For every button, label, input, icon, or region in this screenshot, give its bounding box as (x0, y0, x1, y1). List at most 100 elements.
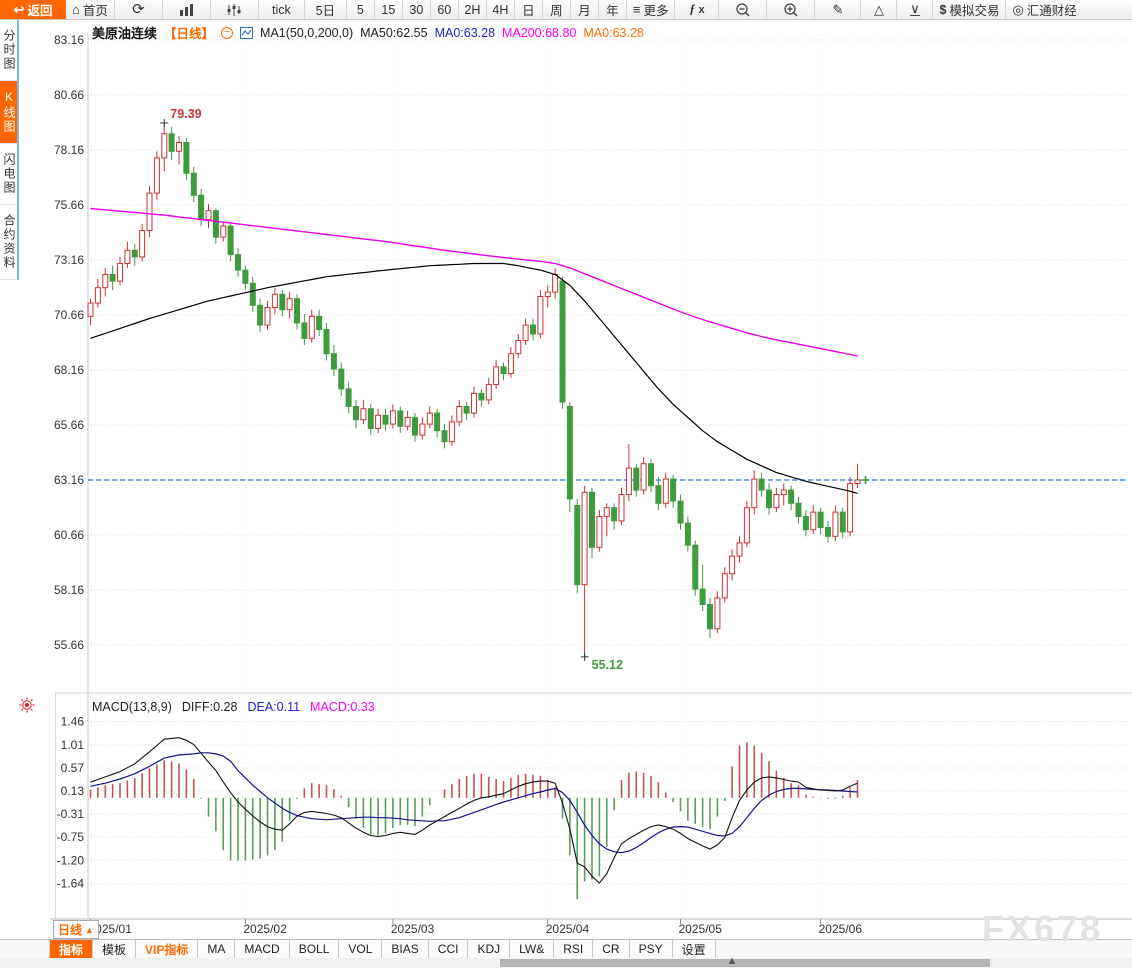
svg-text:-0.31: -0.31 (57, 807, 85, 821)
svg-text:2025/06: 2025/06 (819, 922, 863, 936)
interval-week-button[interactable]: 周 (543, 0, 571, 19)
interval-2h-button[interactable]: 2H (459, 0, 487, 19)
tab-kdj[interactable]: KDJ (468, 940, 511, 958)
back-button[interactable]: ↩ 返回 (0, 0, 66, 19)
indicator-settings-sun-icon[interactable] (19, 697, 35, 713)
indicator-fx-button[interactable]: ƒ x (675, 0, 720, 19)
svg-text:1.01: 1.01 (61, 738, 85, 752)
collapse-indicator-icon[interactable]: − (221, 26, 234, 39)
draw-button[interactable]: ✎ (815, 0, 862, 19)
zoom-out-button[interactable] (719, 0, 768, 19)
tab-vol[interactable]: VOL (339, 940, 383, 958)
sidebar-item-flash-chart[interactable]: 闪电图 (0, 144, 17, 205)
bar-chart-button[interactable] (163, 0, 211, 19)
zoom-in-icon (784, 2, 798, 16)
tab-macd[interactable]: MACD (235, 940, 290, 958)
tab-cci[interactable]: CCI (428, 940, 469, 958)
sim-trade-button[interactable]: $ 模拟交易 (933, 0, 1007, 19)
interval-4h-button[interactable]: 4H (487, 0, 515, 19)
svg-text:2025/04: 2025/04 (546, 922, 590, 936)
interval-5day-button[interactable]: 5日 (305, 0, 347, 19)
svg-text:83.16: 83.16 (54, 33, 84, 47)
triangle-up-small-icon: ▲ (85, 924, 94, 935)
candlestick-chart[interactable]: 83.16 80.66 78.16 75.66 73.16 70.66 68.16 65.66… (0, 20, 1132, 940)
interval-15m-button[interactable]: 15 (375, 0, 403, 19)
panel-expand-handle[interactable]: ▲ (726, 955, 738, 967)
refresh-icon: ⟳ (132, 1, 145, 18)
triangle-up-tool-button[interactable]: △ (861, 0, 898, 19)
svg-text:2025/02: 2025/02 (243, 922, 287, 936)
interval-60m-button[interactable]: 60 (431, 0, 459, 19)
period-badge: 【日线】 (164, 27, 215, 41)
tab-cr[interactable]: CR (593, 940, 630, 958)
ma0-orange-value: MA0:63.28 (583, 25, 644, 40)
brand-label: 汇通财经 (1026, 4, 1077, 18)
macd-dea-value: DEA:0.11 (247, 700, 301, 714)
tab-psy[interactable]: PSY (629, 940, 673, 958)
tab-lw[interactable]: LW& (510, 940, 555, 958)
ma-panel-icon[interactable] (240, 26, 254, 39)
volume-chart-button[interactable] (211, 0, 259, 19)
interval-day-button[interactable]: 日 (515, 0, 543, 19)
top-toolbar: ↩ 返回 ⌂ 首页 ⟳ tick 5日 5 1 (0, 0, 1132, 20)
symbol-name: 美原油连续 (92, 26, 158, 41)
svg-text:78.16: 78.16 (54, 143, 84, 157)
svg-text:60.66: 60.66 (54, 528, 84, 542)
sidebar-item-time-chart[interactable]: 分时图 (0, 20, 17, 81)
pen-icon: ✎ (832, 2, 844, 17)
hamburger-icon: ≡ (632, 2, 641, 17)
svg-text:-1.64: -1.64 (57, 877, 85, 891)
zoom-in-button[interactable] (767, 0, 816, 19)
ma200-value: MA200:68.80 (502, 25, 577, 40)
home-label: 首页 (82, 4, 108, 18)
indicator-tabs-bar: 指标 模板 VIP指标 MA MACD BOLL VOL BIAS CCI KD… (0, 940, 1132, 958)
svg-text:68.16: 68.16 (54, 363, 84, 377)
home-button[interactable]: ⌂ 首页 (66, 0, 115, 19)
svg-text:75.66: 75.66 (54, 198, 84, 212)
back-arrow-icon: ↩ (13, 2, 25, 17)
more-button[interactable]: ≡ 更多 (627, 0, 676, 19)
svg-text:55.12: 55.12 (592, 658, 623, 672)
svg-text:80.66: 80.66 (54, 88, 84, 102)
interval-30m-button[interactable]: 30 (403, 0, 431, 19)
svg-text:-0.75: -0.75 (57, 830, 85, 844)
svg-text:79.39: 79.39 (170, 107, 201, 121)
tab-indicator[interactable]: 指标 (50, 940, 94, 958)
svg-text:0.13: 0.13 (61, 784, 85, 798)
horizontal-scrollbar-thumb[interactable] (500, 959, 990, 967)
macd-header: MACD(13,8,9) DIFF:0.28 DEA:0.11 MACD:0.3… (92, 700, 375, 714)
tick-interval-button[interactable]: tick (259, 0, 305, 19)
sidebar-item-contract-info[interactable]: 合约资料 (0, 205, 17, 280)
tab-vip-indicator[interactable]: VIP指标 (136, 940, 199, 958)
fx-icon: ƒ (689, 2, 696, 16)
brand-logo-icon: ◎ (1012, 2, 1024, 17)
svg-text:-1.20: -1.20 (57, 854, 85, 868)
period-selector-label: 日线 (58, 923, 83, 937)
macd-title: MACD(13,8,9) (92, 700, 172, 714)
refresh-button[interactable]: ⟳ (115, 0, 163, 19)
interval-year-button[interactable]: 年 (599, 0, 627, 19)
tab-ma[interactable]: MA (198, 940, 236, 958)
ma-definition: MA1(50,0,200,0) (260, 25, 354, 40)
tab-rsi[interactable]: RSI (554, 940, 594, 958)
period-selector[interactable]: 日线 ▲ (53, 920, 99, 939)
bar-chart-icon (179, 3, 193, 16)
svg-text:2025/03: 2025/03 (391, 922, 435, 936)
interval-month-button[interactable]: 月 (571, 0, 599, 19)
macd-diff-value: DIFF:0.28 (181, 700, 238, 714)
triangle-down-icon: ∨ (910, 0, 920, 16)
sidebar-item-kline-chart[interactable]: K线图 (0, 81, 17, 144)
brand-button[interactable]: ◎ 汇通财经 (1006, 0, 1082, 19)
triangle-down-tool-button[interactable]: ∨ (897, 0, 934, 19)
more-label: 更多 (643, 4, 669, 18)
tab-template[interactable]: 模板 (93, 940, 137, 958)
home-icon: ⌂ (72, 2, 80, 17)
interval-5day-label: 5日 (315, 4, 336, 18)
fx678-watermark: FX678 (982, 908, 1104, 949)
tab-settings[interactable]: 设置 (672, 940, 716, 958)
interval-5m-button[interactable]: 5 (347, 0, 375, 19)
tab-bias[interactable]: BIAS (382, 940, 429, 958)
dollar-icon: $ (939, 2, 947, 17)
svg-text:1.46: 1.46 (61, 714, 85, 728)
tab-boll[interactable]: BOLL (289, 940, 340, 958)
